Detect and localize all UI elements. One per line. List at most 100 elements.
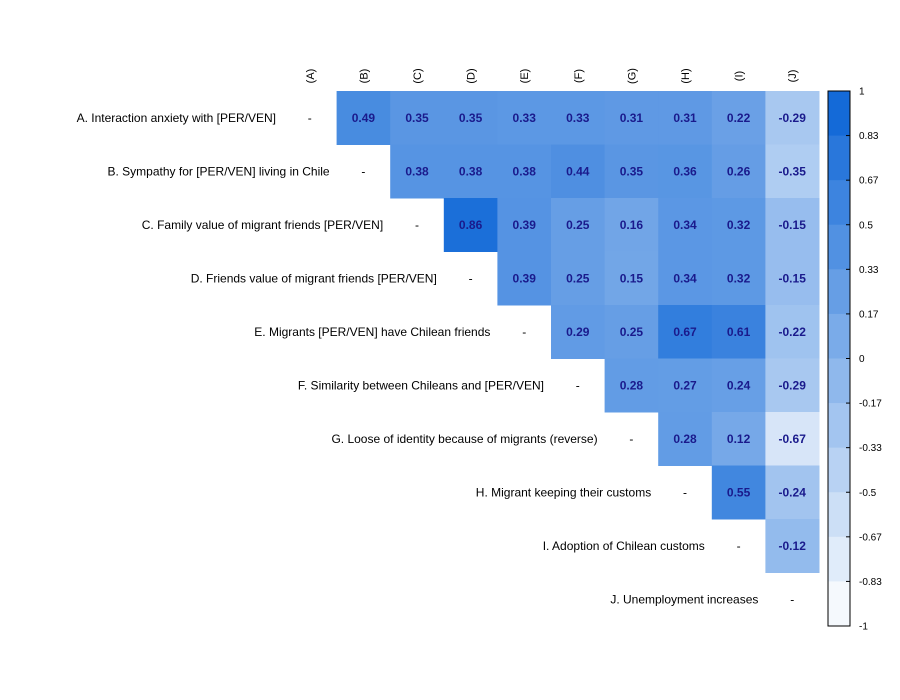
cell-value-label: -0.67 <box>779 432 807 446</box>
colorbar-segment <box>828 447 850 493</box>
colorbar-segment <box>828 269 850 315</box>
column-label: (E) <box>519 69 531 84</box>
heatmap-cell <box>497 198 552 252</box>
colorbar-tick-label: 0.33 <box>859 265 879 276</box>
heatmap-cell <box>551 251 606 306</box>
heatmap-cell <box>658 251 713 306</box>
colorbar-segment <box>828 358 850 404</box>
colorbar-tick-label: -0.17 <box>859 399 882 410</box>
heatmap-cell <box>765 198 820 252</box>
cell-value-label: 0.36 <box>673 164 697 178</box>
column-label: (J) <box>787 70 799 83</box>
heatmap-cell <box>658 144 713 199</box>
colorbar-tick-label: 0.5 <box>859 220 873 231</box>
cell-value-label: 0.34 <box>673 271 697 285</box>
colorbar-tick-label: 1 <box>859 87 865 98</box>
cell-value-label: 0.35 <box>620 164 644 178</box>
colorbar-tick-label: -1 <box>859 622 868 633</box>
column-label: (B) <box>358 69 370 84</box>
cell-value-label: 0.55 <box>727 485 751 499</box>
heatmap-cell <box>658 91 713 145</box>
cell-value-label: 0.16 <box>620 218 644 232</box>
row-label: I. Adoption of Chilean customs <box>543 539 705 553</box>
colorbar-tick-label: 0.67 <box>859 176 879 187</box>
cell-value-label: 0.31 <box>673 111 697 125</box>
heatmap-cell <box>443 198 498 252</box>
colorbar-tick-label: -0.67 <box>859 532 882 543</box>
colorbar-segment <box>828 581 850 627</box>
heatmap-cell <box>497 144 552 199</box>
cell-value-label: 0.27 <box>673 378 697 392</box>
heatmap-cell <box>711 251 766 306</box>
cell-value-label: 0.32 <box>727 271 751 285</box>
heatmap-cell <box>604 144 659 199</box>
cell-value-label: -0.15 <box>779 218 807 232</box>
heatmap-cell <box>390 91 445 145</box>
heatmap-cell <box>765 251 820 306</box>
cell-value-label: 0.44 <box>566 164 590 178</box>
row-label: G. Loose of identity because of migrants… <box>331 432 597 446</box>
heatmap-cell <box>765 358 820 413</box>
cell-value-label: 0.38 <box>459 164 483 178</box>
heatmap-cell <box>765 519 820 573</box>
colorbar-segment <box>828 91 850 137</box>
heatmap-cell <box>765 91 820 145</box>
heatmap-cell <box>658 198 713 252</box>
colorbar: 1 0.83 0.67 0.5 0.33 0.17 0 -0.17 -0.33 -0.5 -0.67… <box>827 87 882 633</box>
colorbar-segment <box>828 135 850 181</box>
cell-value-label: 0.35 <box>459 111 483 125</box>
diagonal-mark: - <box>790 592 794 606</box>
column-label: (G) <box>626 68 638 84</box>
colorbar-tick-label: 0 <box>859 354 865 365</box>
colorbar-segment <box>828 313 850 359</box>
diagonal-mark: - <box>469 271 473 285</box>
heatmap-cell <box>765 144 820 199</box>
row-label: B. Sympathy for [PER/VEN] living in Chil… <box>108 164 330 178</box>
cell-value-label: 0.39 <box>513 271 537 285</box>
colorbar-segment <box>828 536 850 582</box>
heatmap-cell <box>711 144 766 199</box>
heatmap-cell <box>551 198 606 252</box>
cell-value-label: 0.34 <box>673 218 697 232</box>
colorbar-segment <box>828 224 850 270</box>
colorbar-tick-label: -0.33 <box>859 443 882 454</box>
cell-value-label: 0.33 <box>513 111 537 125</box>
column-label: (D) <box>466 68 478 83</box>
cell-value-label: 0.12 <box>727 432 751 446</box>
heatmap-cell <box>711 412 766 466</box>
diagonal-mark: - <box>522 325 526 339</box>
colorbar-segment <box>828 403 850 449</box>
cell-value-label: -0.29 <box>779 378 807 392</box>
cell-value-label: 0.38 <box>405 164 429 178</box>
heatmap-cell <box>711 358 766 413</box>
heatmap-cell <box>765 412 820 466</box>
cell-value-label: 0.38 <box>513 164 537 178</box>
colorbar-segment <box>828 492 850 538</box>
column-label: (A) <box>305 69 317 84</box>
cell-value-label: 0.31 <box>620 111 644 125</box>
row-label: A. Interaction anxiety with [PER/VEN] <box>77 111 276 125</box>
cell-value-label: -0.22 <box>779 325 807 339</box>
cell-value-label: 0.49 <box>352 111 376 125</box>
cell-value-label: 0.28 <box>620 378 644 392</box>
diagonal-mark: - <box>737 539 741 553</box>
cell-value-label: 0.24 <box>727 378 751 392</box>
heatmap-cell <box>497 251 552 306</box>
heatmap-cell <box>658 358 713 413</box>
heatmap-cell <box>658 305 713 359</box>
diagonal-mark: - <box>629 432 633 446</box>
heatmap-cell <box>551 91 606 145</box>
row-label: E. Migrants [PER/VEN] have Chilean frien… <box>254 325 490 339</box>
row-label: C. Family value of migrant friends [PER/… <box>142 218 383 232</box>
heatmap-cell <box>711 465 766 520</box>
cell-value-label: -0.12 <box>779 539 807 553</box>
heatmap-cells: -0.49 0.35 0.35 0.33 0.33 0.31 0.31 0.22 -0.29- 0… <box>308 91 820 606</box>
row-label: F. Similarity between Chileans and [PER/… <box>298 378 544 392</box>
heatmap-cell <box>443 144 498 199</box>
cell-value-label: 0.39 <box>513 218 537 232</box>
cell-value-label: 0.22 <box>727 111 751 125</box>
row-label: J. Unemployment increases <box>610 592 758 606</box>
heatmap-cell <box>604 198 659 252</box>
cell-value-label: 0.15 <box>620 271 644 285</box>
